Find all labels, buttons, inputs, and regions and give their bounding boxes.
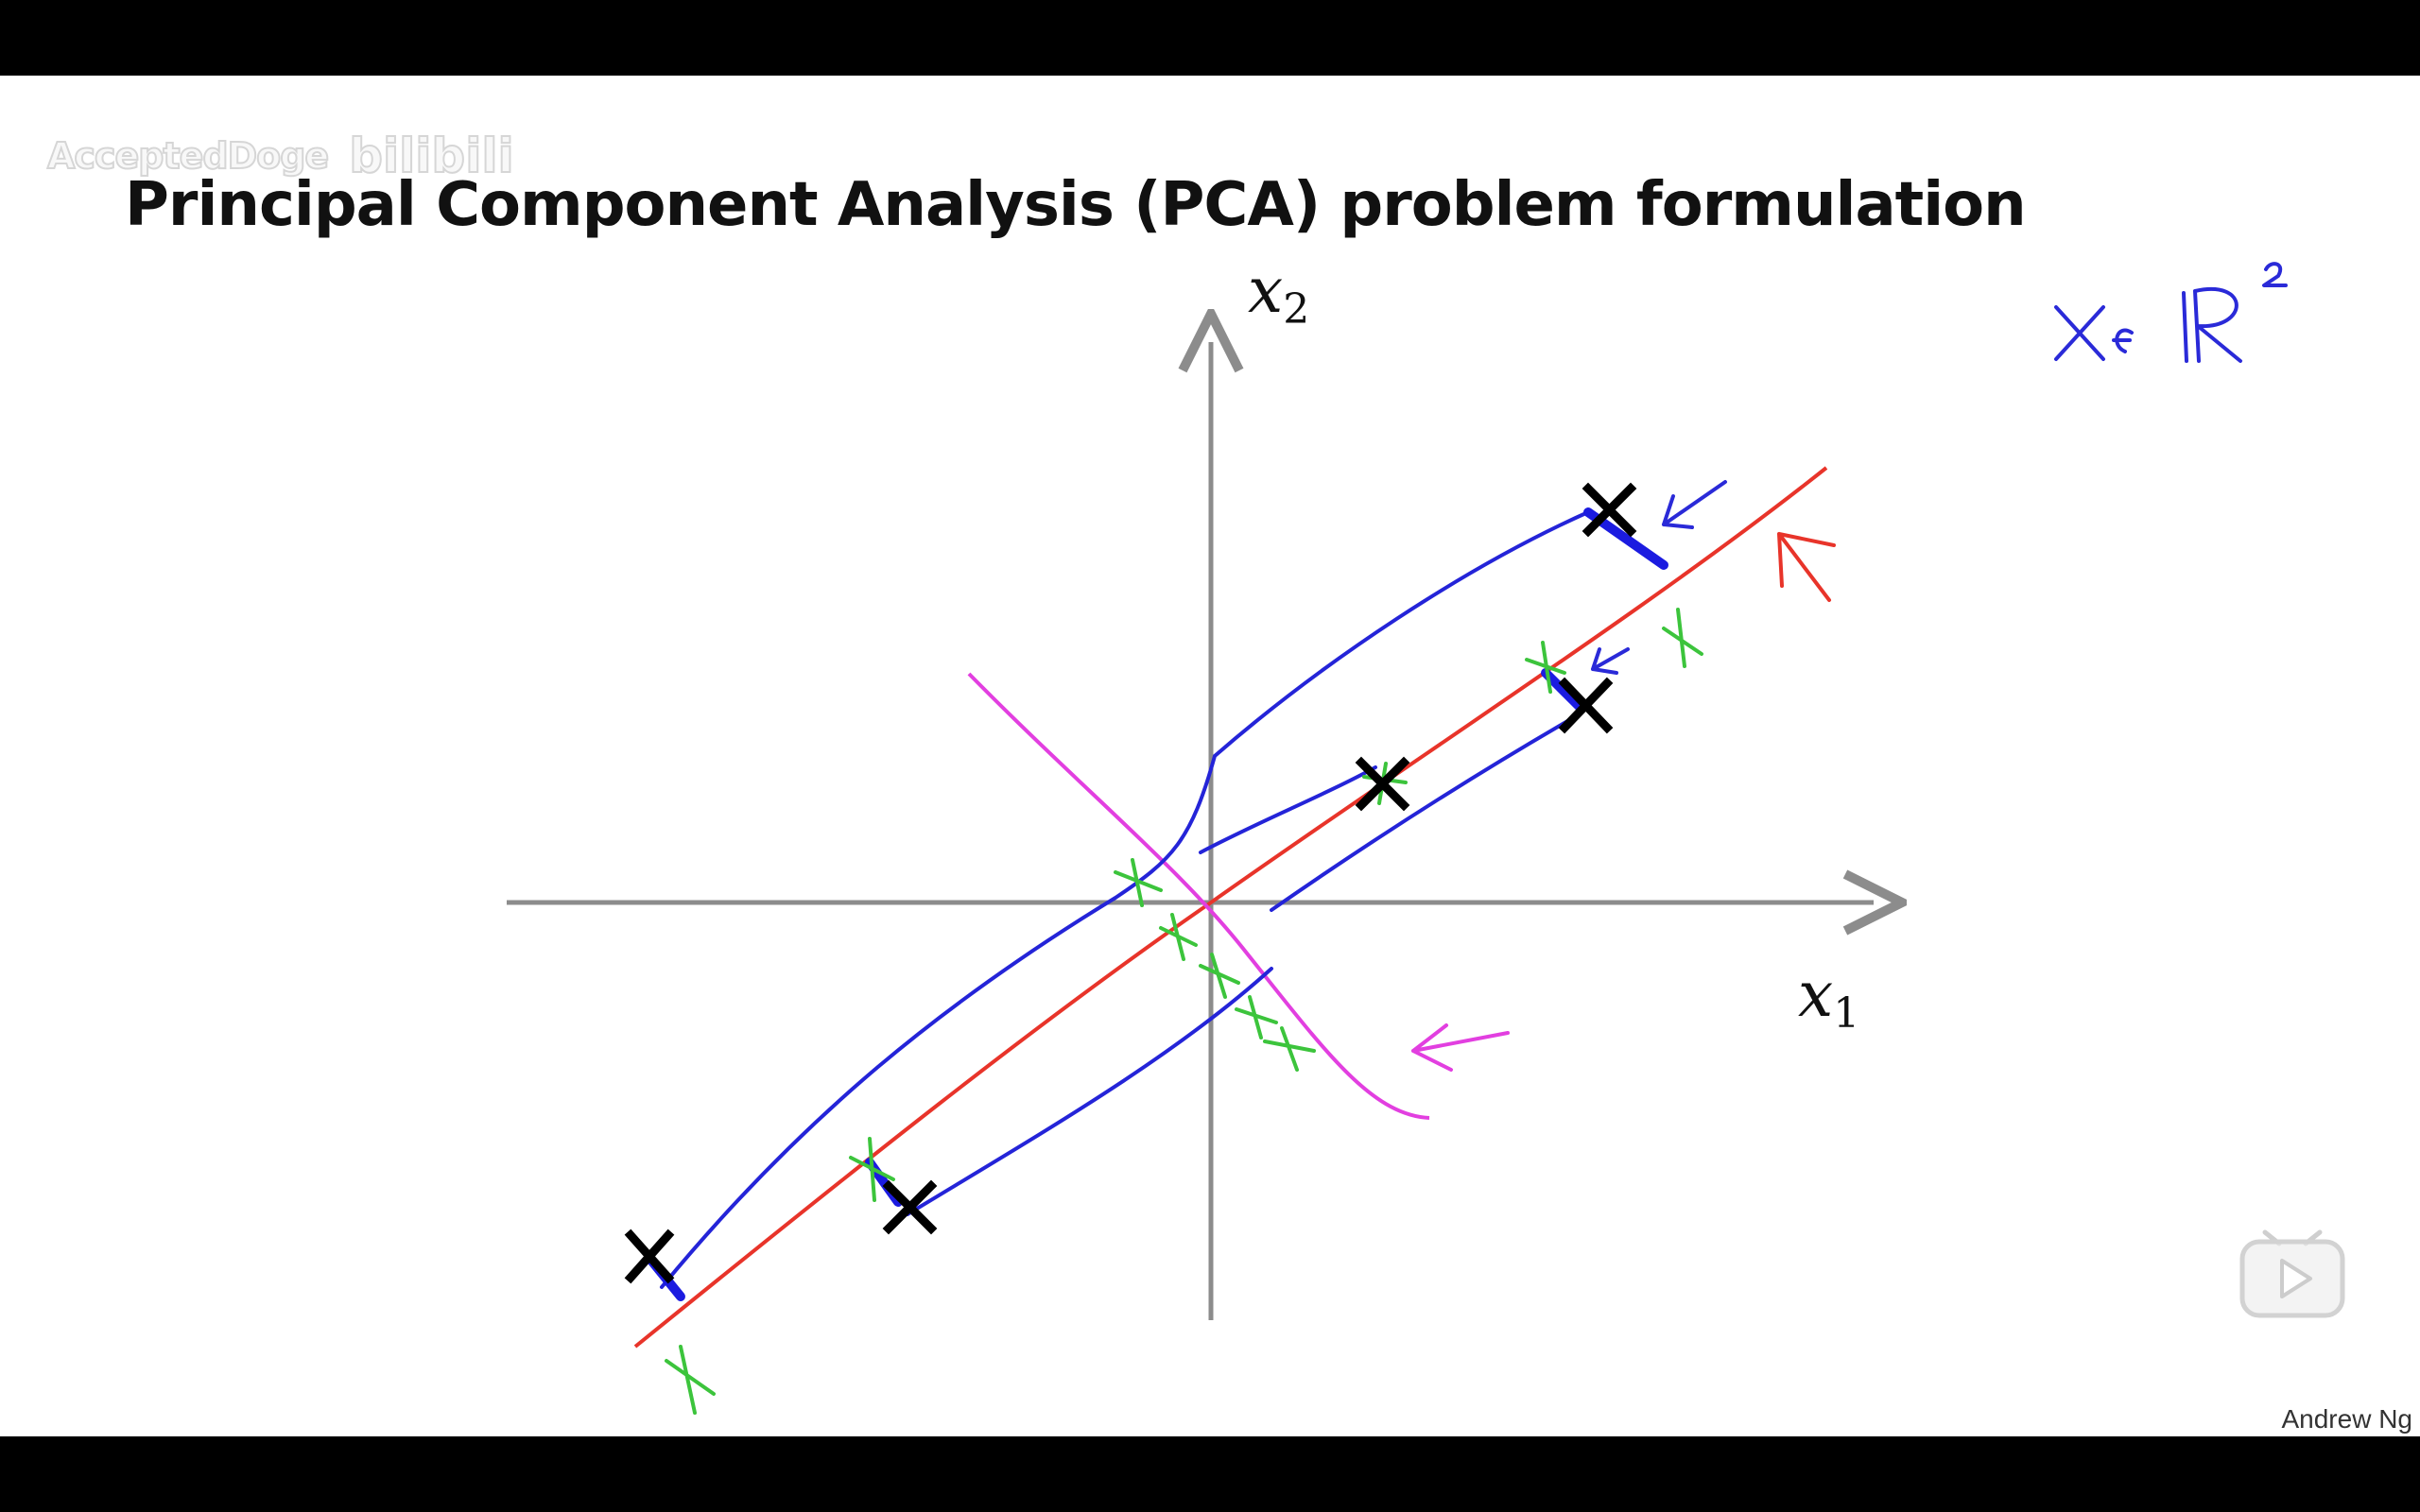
bilibili-logo: bilibili	[348, 128, 514, 184]
data-point	[1582, 482, 1637, 538]
bilibili-watermark: AcceptedDoge bilibili	[46, 128, 515, 184]
projection-marks	[665, 608, 1703, 1415]
x2-axis-label: x2	[1248, 254, 1309, 334]
watermark-username: AcceptedDoge	[46, 134, 330, 178]
data-point	[1558, 677, 1614, 734]
slide-title: Principal Component Analysis (PCA) probl…	[125, 170, 2027, 240]
x1-axis-label: x1	[1798, 958, 1859, 1038]
data-point	[624, 1228, 675, 1284]
red-arrow-annotation	[1777, 532, 1836, 602]
projection-line	[633, 466, 1828, 1349]
slide-credit: Andrew Ng	[2281, 1404, 2412, 1434]
play-icon[interactable]	[2237, 1225, 2348, 1321]
handwritten-annotation	[2054, 262, 2288, 363]
magenta-arrow-annotation	[1411, 1023, 1510, 1072]
orthogonal-line	[967, 672, 1430, 1120]
data-points	[624, 482, 1637, 1284]
pca-diagram: x2 x1	[507, 254, 2288, 1415]
data-point	[1355, 756, 1410, 812]
data-point	[882, 1179, 938, 1235]
projection-paths	[660, 510, 1590, 1289]
blue-arrow-annotation	[1591, 480, 1727, 675]
